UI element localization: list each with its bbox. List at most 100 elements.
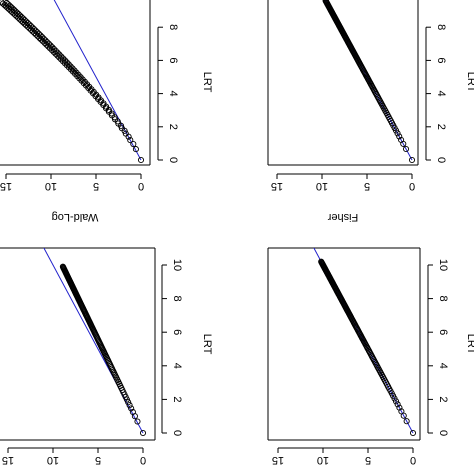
data-point bbox=[128, 405, 135, 412]
x-tick-label: 10 bbox=[171, 259, 183, 271]
y-tick-label: 15 bbox=[2, 454, 14, 466]
x-axis-ticks: 0 2 4 6 8 bbox=[157, 24, 179, 163]
data-point bbox=[27, 22, 34, 30]
data-point bbox=[408, 156, 416, 164]
reference-line bbox=[53, 0, 142, 161]
x-tick-label: 2 bbox=[171, 396, 183, 402]
data-point bbox=[52, 47, 59, 54]
data-point bbox=[69, 65, 76, 72]
data-point bbox=[47, 42, 54, 49]
data-point bbox=[60, 55, 67, 62]
y-axis-label: Fisher bbox=[327, 211, 358, 223]
data-points bbox=[318, 258, 417, 437]
y-tick-label: 0 bbox=[409, 180, 415, 192]
data-point bbox=[44, 39, 51, 46]
data-point bbox=[318, 258, 325, 265]
x-tick-label: 4 bbox=[437, 363, 449, 369]
y-tick-label: 5 bbox=[364, 180, 370, 192]
x-axis-label: LRT bbox=[201, 334, 213, 355]
y-tick-label: 15 bbox=[0, 180, 12, 192]
data-point bbox=[398, 136, 405, 143]
x-tick-label: 4 bbox=[435, 91, 447, 97]
y-tick-label: 5 bbox=[95, 454, 101, 466]
panel-bottom-right: 0 2 4 6 8 10 0 5 10 15 LRT bbox=[267, 247, 474, 466]
data-points bbox=[59, 263, 147, 437]
y-tick-label: 5 bbox=[365, 454, 371, 466]
data-point bbox=[39, 34, 46, 41]
y-axis-ticks: 0 5 10 15 bbox=[271, 173, 415, 192]
data-point bbox=[134, 418, 141, 425]
panel-bottom-left: 0 2 4 6 8 10 0 5 10 15 LRT bbox=[0, 247, 213, 466]
data-point bbox=[127, 137, 134, 144]
x-tick-label: 6 bbox=[437, 329, 449, 335]
x-tick-label: 8 bbox=[435, 24, 447, 30]
x-axis-label: LRT bbox=[465, 334, 474, 355]
x-tick-label: 6 bbox=[171, 329, 183, 335]
data-point bbox=[322, 0, 329, 4]
data-point bbox=[45, 40, 52, 47]
reference-line bbox=[43, 248, 144, 434]
data-point bbox=[42, 37, 49, 44]
data-point bbox=[396, 404, 403, 411]
y-tick-label: 10 bbox=[316, 180, 328, 192]
panel-top-right: 0 2 4 6 8 0 5 10 15 LRT Fisher bbox=[267, 0, 474, 223]
data-point bbox=[51, 46, 58, 53]
y-tick-label: 0 bbox=[410, 454, 416, 466]
data-point bbox=[396, 133, 403, 140]
y-tick-label: 10 bbox=[47, 454, 59, 466]
x-tick-label: 0 bbox=[167, 157, 179, 163]
x-tick-label: 4 bbox=[167, 91, 179, 97]
panel-top-left: 0 2 4 6 8 0 5 10 15 LRT Wald-Log bbox=[0, 0, 213, 223]
x-tick-label: 0 bbox=[435, 157, 447, 163]
y-tick-label: 5 bbox=[93, 180, 99, 192]
data-point bbox=[137, 156, 145, 164]
data-point bbox=[58, 53, 65, 60]
data-point bbox=[54, 49, 61, 56]
data-point bbox=[139, 429, 147, 437]
data-point bbox=[132, 146, 139, 153]
x-tick-label: 4 bbox=[171, 363, 183, 369]
y-axis-ticks: 0 5 10 15 bbox=[0, 173, 144, 192]
data-point bbox=[67, 63, 74, 70]
data-point bbox=[130, 141, 137, 148]
x-tick-label: 8 bbox=[437, 296, 449, 302]
y-axis-ticks: 0 5 10 15 bbox=[272, 447, 416, 466]
data-point bbox=[394, 401, 401, 408]
x-tick-label: 2 bbox=[437, 396, 449, 402]
data-point bbox=[30, 26, 38, 33]
data-point bbox=[0, 0, 7, 7]
x-tick-label: 10 bbox=[437, 259, 449, 271]
y-tick-label: 15 bbox=[271, 180, 283, 192]
data-point bbox=[65, 61, 72, 68]
data-point bbox=[61, 57, 68, 64]
data-point bbox=[403, 418, 410, 425]
data-point bbox=[29, 24, 36, 31]
data-point bbox=[59, 263, 66, 270]
data-point bbox=[409, 429, 417, 437]
reference-line bbox=[324, 0, 413, 161]
y-tick-label: 10 bbox=[317, 454, 329, 466]
x-tick-label: 8 bbox=[171, 296, 183, 302]
data-point bbox=[126, 402, 133, 409]
data-point bbox=[39, 38, 46, 45]
data-point bbox=[35, 30, 42, 37]
y-axis-label: Wald-Log bbox=[52, 211, 99, 223]
x-tick-label: 2 bbox=[435, 124, 447, 130]
x-axis-ticks: 0 2 4 6 8 10 bbox=[161, 259, 183, 436]
data-point bbox=[37, 32, 44, 39]
y-axis-ticks: 0 5 10 15 bbox=[2, 447, 146, 466]
x-tick-label: 8 bbox=[167, 24, 179, 30]
y-tick-label: 10 bbox=[45, 180, 57, 192]
data-point bbox=[122, 130, 129, 137]
data-points bbox=[322, 0, 416, 164]
y-tick-label: 15 bbox=[272, 454, 284, 466]
data-point bbox=[63, 59, 70, 66]
x-tick-label: 6 bbox=[435, 57, 447, 63]
y-tick-label: 0 bbox=[140, 454, 146, 466]
data-points bbox=[0, 0, 145, 164]
x-axis-ticks: 0 2 4 6 8 bbox=[425, 24, 447, 163]
data-point bbox=[40, 35, 47, 42]
data-point bbox=[49, 44, 56, 51]
data-point bbox=[34, 29, 41, 36]
